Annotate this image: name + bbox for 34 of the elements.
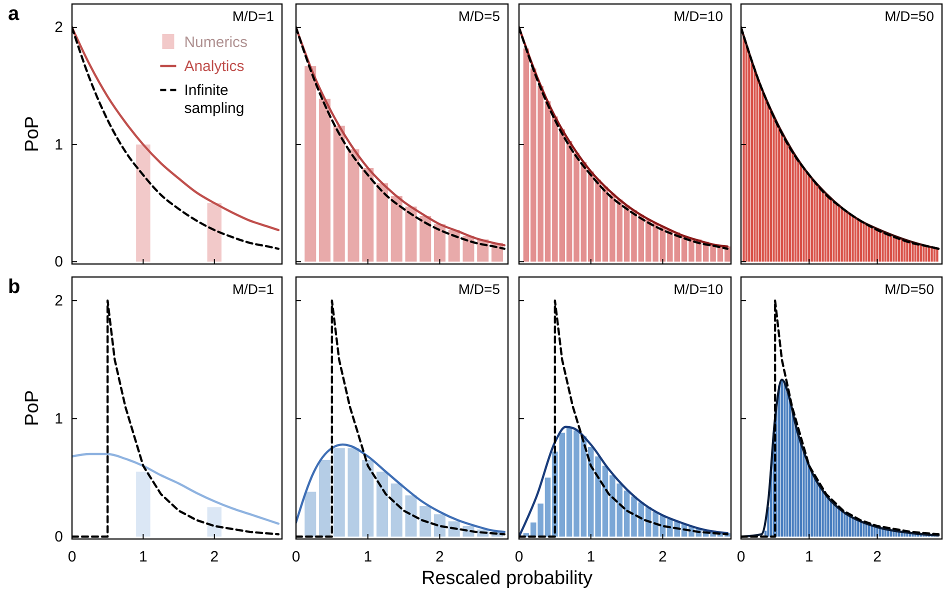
chart-title: M/D=50 xyxy=(884,281,934,297)
chart-title: M/D=5 xyxy=(458,8,500,24)
x-tick-label: 2 xyxy=(873,548,882,566)
text: b xyxy=(8,276,20,298)
x-tick-label: 2 xyxy=(658,548,667,566)
x-tick-label: 1 xyxy=(139,548,148,566)
x-tick-label: 1 xyxy=(364,548,372,566)
y-tick-label: 0 xyxy=(54,528,63,546)
legend-label: Numerics xyxy=(184,34,248,51)
chart-title: M/D=50 xyxy=(884,8,934,24)
legend-label: Infinite sampling xyxy=(184,82,244,117)
x-tick-label: 1 xyxy=(804,548,814,566)
chart-title: M/D=5 xyxy=(458,281,500,297)
chart-title: M/D=10 xyxy=(674,8,724,24)
y-tick-label: 1 xyxy=(54,410,63,428)
chart-title: M/D=10 xyxy=(674,281,724,297)
y-axis-title: PoP xyxy=(22,116,43,152)
chart-title: M/D=1 xyxy=(232,281,274,297)
x-tick-label: 0 xyxy=(292,548,300,566)
y-tick-label: 2 xyxy=(54,292,63,310)
y-tick-label: 2 xyxy=(54,19,63,36)
text: a xyxy=(8,3,20,25)
x-axis-title: Rescaled probability xyxy=(421,568,594,589)
x-tick-label: 1 xyxy=(586,548,596,566)
y-axis-title: PoP xyxy=(22,390,43,426)
legend-label: Analytics xyxy=(184,58,244,75)
x-tick-label: 2 xyxy=(436,548,444,566)
x-tick-label: 2 xyxy=(210,548,219,566)
x-tick-label: 0 xyxy=(514,548,524,566)
y-tick-label: 1 xyxy=(54,136,63,154)
x-tick-label: 0 xyxy=(736,548,746,566)
x-tick-label: 0 xyxy=(68,548,76,566)
chart-title: M/D=1 xyxy=(232,8,274,24)
y-tick-label: 0 xyxy=(54,253,63,270)
